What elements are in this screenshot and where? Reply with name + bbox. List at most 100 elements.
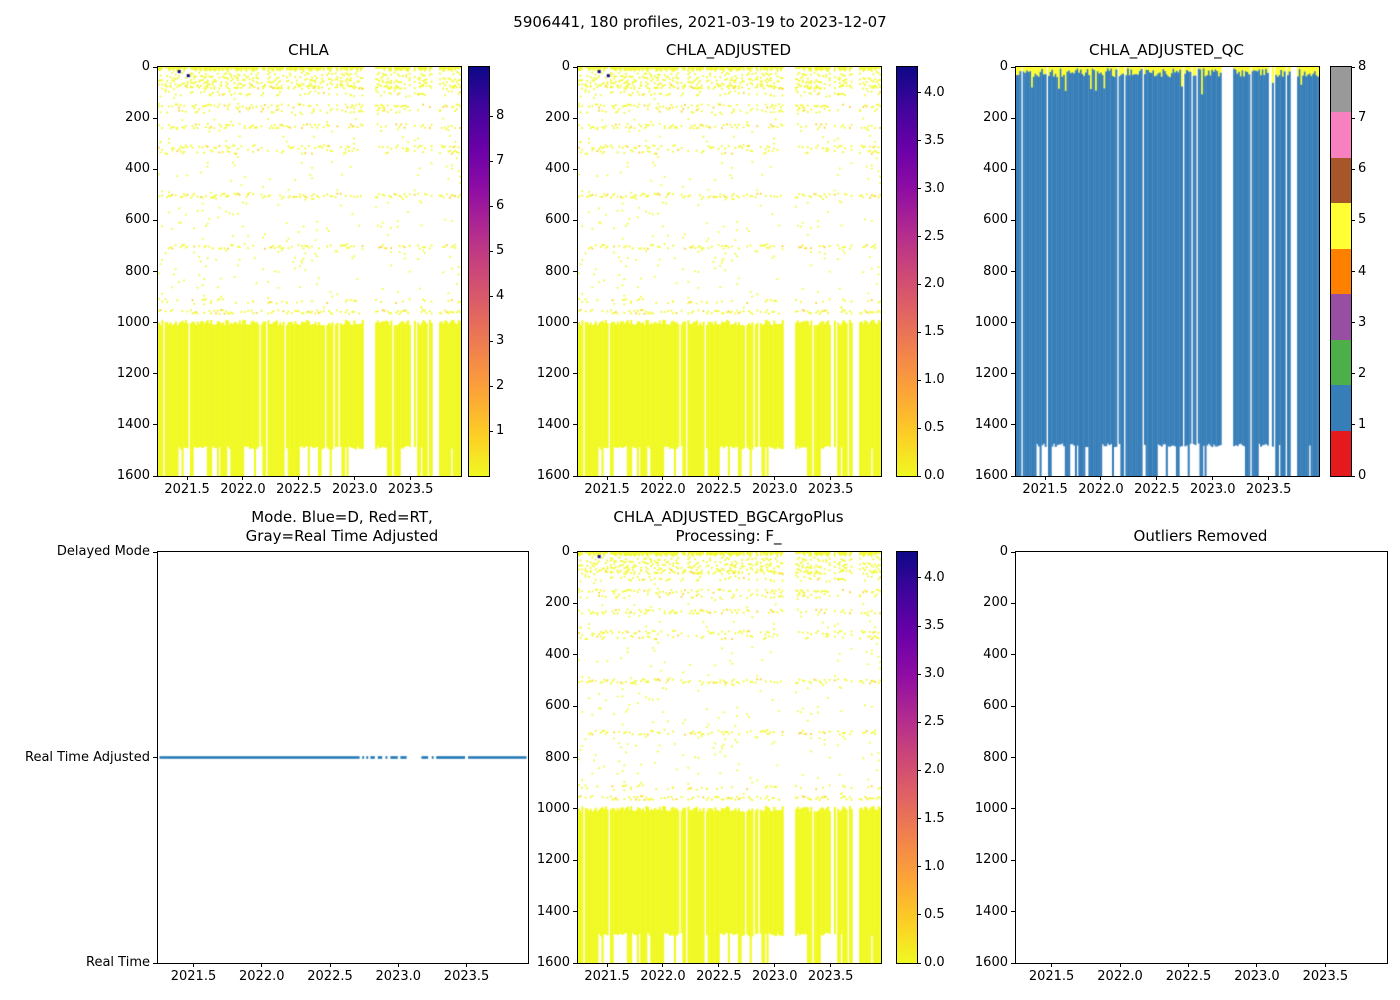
chla-axes: 2021.5 2022.0 2022.5 2023.0 2023.5 0 200 400 600… bbox=[117, 59, 462, 497]
x-tick-label: 2023.0 bbox=[752, 482, 798, 497]
x-tick bbox=[1051, 963, 1053, 967]
y-tick-label: 1400 bbox=[974, 903, 1008, 919]
x-tick-label: 2023.0 bbox=[375, 969, 422, 984]
colorbar-tick-label: 3 bbox=[1358, 314, 1367, 330]
x-tick bbox=[1187, 963, 1189, 967]
qc-colorbar-segment bbox=[1331, 294, 1351, 340]
y-tick bbox=[1011, 373, 1015, 375]
x-tick-label: 2021.5 bbox=[1022, 482, 1068, 497]
y-tick-label: 200 bbox=[983, 110, 1008, 126]
colorbar-tick bbox=[917, 721, 921, 723]
x-tick-label: 2022.5 bbox=[1165, 969, 1212, 984]
colorbar-tick-label: 3.5 bbox=[924, 132, 945, 148]
colorbar-tick bbox=[917, 236, 921, 238]
x-tick-label: 2022.0 bbox=[640, 482, 686, 497]
y-tick-label: 0 bbox=[561, 59, 570, 74]
x-tick bbox=[606, 963, 608, 967]
x-tick bbox=[606, 476, 608, 480]
y-tick bbox=[1011, 168, 1015, 170]
chla-heatmap bbox=[158, 67, 461, 476]
x-tick-label: 2021.5 bbox=[1028, 969, 1075, 984]
chla-adjusted-qc-axes: 2021.5 2022.0 2022.5 2023.0 2023.5 0 200 400 600… bbox=[975, 59, 1320, 497]
qc-colorbar-segment bbox=[1331, 339, 1351, 386]
qc-colorbar-segment bbox=[1331, 248, 1351, 295]
x-tick-label: 2022.5 bbox=[696, 969, 742, 984]
x-tick-label: 2022.5 bbox=[1134, 482, 1180, 497]
colorbar-tick-label: 4 bbox=[1358, 263, 1367, 279]
y-tick bbox=[153, 322, 157, 324]
y-tick-label: 400 bbox=[983, 161, 1008, 177]
y-tick bbox=[153, 117, 157, 119]
colorbar-tick bbox=[917, 92, 921, 94]
x-tick bbox=[718, 963, 720, 967]
colorbar-tick-label: 1 bbox=[496, 423, 505, 439]
y-tick-label: 400 bbox=[983, 646, 1008, 662]
bgcargoplus-axes: 2021.5 2022.0 2022.5 2023.0 2023.5 0 200 400 600… bbox=[537, 544, 882, 984]
colorbar-tick-label: 6 bbox=[496, 198, 505, 214]
x-tick bbox=[329, 963, 331, 967]
x-tick bbox=[1212, 476, 1214, 480]
y-tick bbox=[573, 602, 577, 604]
y-tick bbox=[573, 66, 577, 68]
colorbar-tick bbox=[489, 160, 493, 162]
colorbar-tick-label: 0.5 bbox=[924, 420, 945, 436]
y-tick bbox=[1011, 654, 1015, 656]
bgcargoplus-heatmap bbox=[578, 552, 881, 963]
y-tick bbox=[1011, 551, 1015, 553]
colorbar-tick bbox=[1351, 117, 1355, 119]
y-tick-label: 1200 bbox=[974, 365, 1008, 381]
chla-adjusted-qc-heatmap bbox=[1016, 67, 1319, 476]
x-tick bbox=[261, 963, 263, 967]
y-tick-label: 0 bbox=[999, 544, 1008, 559]
colorbar-tick-label: 2.5 bbox=[924, 714, 945, 730]
y-tick-label: 1400 bbox=[536, 416, 570, 432]
y-tick-label: 1200 bbox=[116, 365, 150, 381]
y-tick-label: 1400 bbox=[536, 903, 570, 919]
colorbar-tick bbox=[489, 250, 493, 252]
colorbar-tick-label: 0 bbox=[1358, 468, 1367, 483]
y-tick bbox=[573, 168, 577, 170]
mode-line-plot bbox=[158, 552, 528, 963]
colorbar-tick-label: 4.0 bbox=[924, 569, 945, 585]
y-tick bbox=[573, 271, 577, 272]
colorbar-tick-label: 8 bbox=[1358, 59, 1367, 74]
qc-colorbar-segment bbox=[1331, 385, 1351, 431]
y-tick-label: 1000 bbox=[974, 800, 1008, 816]
y-tick-label: 400 bbox=[545, 161, 570, 177]
colorbar-tick bbox=[917, 673, 921, 675]
y-tick-label: 1000 bbox=[116, 314, 150, 330]
y-tick-label: 600 bbox=[125, 212, 150, 228]
y-tick bbox=[573, 322, 577, 324]
x-tick bbox=[1156, 476, 1158, 480]
y-tick-label: 400 bbox=[125, 161, 150, 177]
y-tick bbox=[1011, 859, 1015, 861]
x-tick-label: 2021.5 bbox=[584, 482, 630, 497]
y-tick-label: 1200 bbox=[536, 852, 570, 868]
x-tick-label: 2023.5 bbox=[1302, 969, 1349, 984]
chla-colorbar: 1 2 3 4 5 6 7 8 bbox=[468, 66, 504, 477]
bgcargoplus-title: CHLA_ADJUSTED_BGCArgoPlus Processing: F_ bbox=[613, 507, 844, 545]
y-tick bbox=[573, 911, 577, 913]
colorbar-tick-label: 3 bbox=[496, 333, 505, 349]
colorbar-tick bbox=[917, 866, 921, 868]
y-tick-label: 1000 bbox=[536, 800, 570, 816]
chla-title: CHLA bbox=[288, 40, 329, 59]
colorbar-tick bbox=[917, 331, 921, 333]
x-tick bbox=[410, 476, 412, 480]
y-tick-label: 1600 bbox=[974, 955, 1008, 970]
x-tick bbox=[830, 476, 832, 480]
colorbar-tick bbox=[489, 340, 493, 342]
y-tick bbox=[573, 962, 577, 964]
y-tick bbox=[1011, 757, 1015, 758]
x-tick-label: 2021.5 bbox=[164, 482, 210, 497]
colorbar-tick-label: 1.5 bbox=[924, 810, 945, 826]
colorbar-tick-label: 2 bbox=[1358, 365, 1367, 381]
y-tick-label: 600 bbox=[545, 212, 570, 228]
colorbar-tick-label: 0.5 bbox=[924, 906, 945, 922]
colorbar-tick-label: 6 bbox=[1358, 161, 1367, 177]
y-tick-label: 600 bbox=[545, 698, 570, 714]
colorbar-tick bbox=[917, 818, 921, 820]
x-tick bbox=[242, 476, 244, 480]
y-tick bbox=[153, 551, 157, 553]
